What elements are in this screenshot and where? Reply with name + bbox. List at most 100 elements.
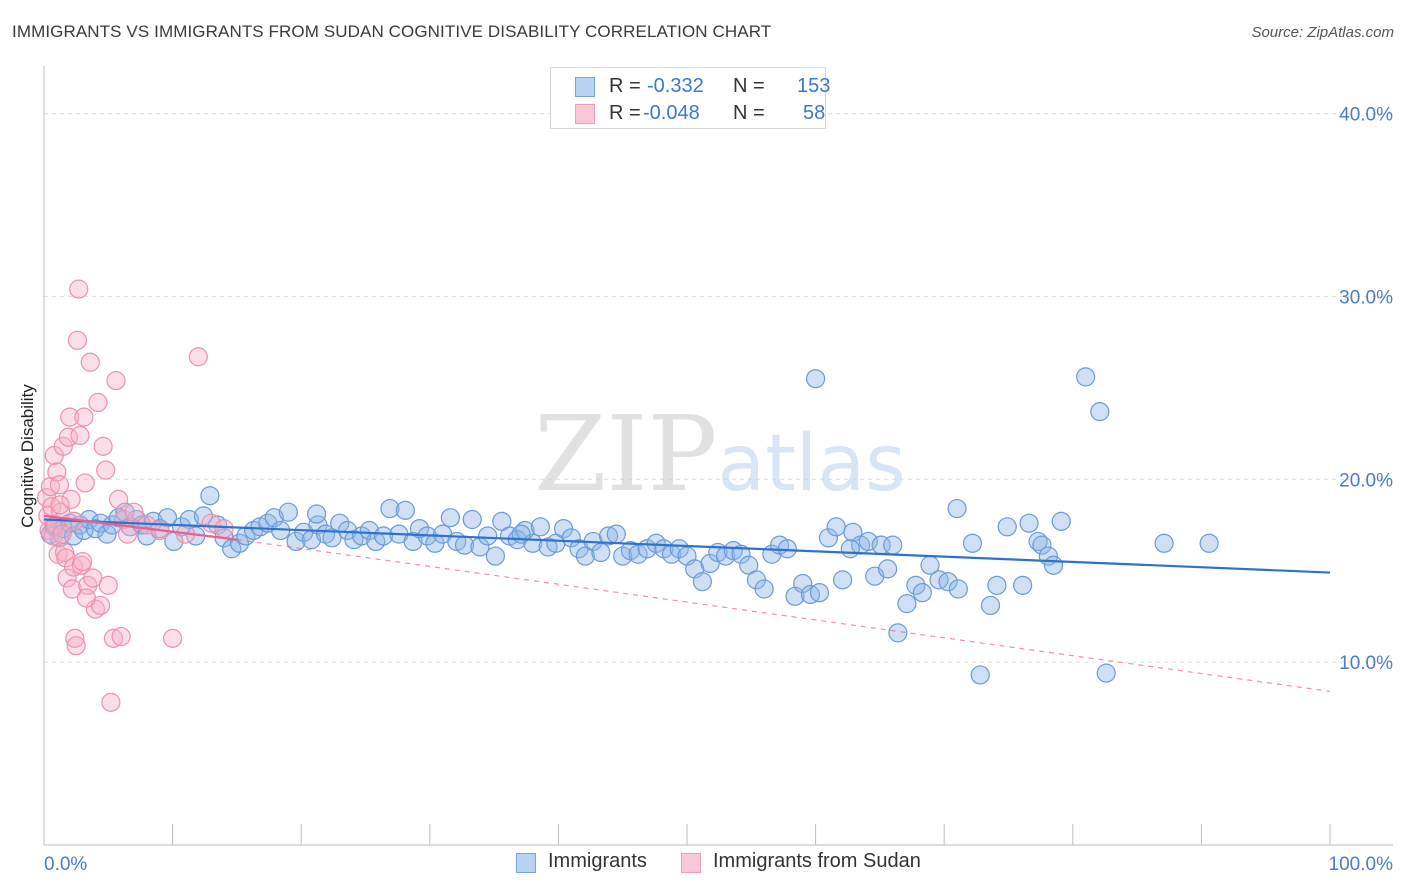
scatter-point [66, 636, 86, 656]
legend-n-value: 153 [797, 75, 831, 97]
scatter-point [53, 436, 73, 456]
scatter-point [65, 628, 85, 648]
scatter-point [833, 570, 853, 590]
scatter-point [731, 544, 751, 564]
scatter-point [754, 579, 774, 599]
scatter-point [373, 526, 394, 546]
scatter-point [76, 588, 97, 608]
scatter-point [50, 495, 70, 515]
legend: R = -0.332 N = 153 R = -0.048 N = 58 [550, 67, 830, 129]
scatter-point [883, 535, 903, 555]
trend-line-0 [43, 518, 1331, 574]
scatter-point [962, 533, 983, 553]
scatter-point [409, 519, 430, 539]
legend-swatch-immigrants [575, 77, 595, 97]
axes [43, 66, 1393, 846]
scatter-point [49, 475, 70, 495]
y-tick-labels: 10.0% 20.0% 30.0% 40.0% [1339, 105, 1393, 675]
scatter-point [818, 528, 839, 548]
scatter-point [111, 626, 131, 647]
scatter-point [980, 595, 1001, 616]
y-tick-label-10: 10.0% [1339, 653, 1393, 674]
scatter-point [598, 526, 619, 546]
scatter-point [98, 575, 118, 595]
scatter-point [63, 557, 84, 577]
watermark: ZIPatlas [534, 393, 906, 515]
scatter-point [101, 692, 121, 712]
scatter-point [777, 539, 797, 559]
scatter-point [80, 352, 100, 372]
scatter-point [1028, 531, 1048, 552]
source-label: Source: ZipAtlas.com [1251, 24, 1394, 41]
scatter-point [948, 579, 968, 599]
scatter-point [826, 517, 846, 537]
scatter-point [669, 539, 689, 559]
scatter-point [1199, 533, 1219, 553]
scatter-point [179, 509, 199, 530]
scatter-point [52, 524, 72, 544]
scatter-point [69, 279, 89, 299]
scatter-point [462, 509, 482, 530]
scatter-point [1043, 555, 1064, 575]
scatter-point [970, 665, 990, 685]
scatter-point [478, 526, 498, 546]
scatter-point [997, 517, 1017, 537]
scatter-point [938, 572, 958, 592]
scatter-point [74, 407, 94, 427]
scatter-point [809, 583, 830, 603]
scatter-point [1032, 535, 1052, 555]
legend-r-value: -0.048 [643, 102, 700, 124]
scatter-point [108, 489, 129, 509]
legend-r-label: R = [609, 102, 641, 124]
legend-n-label: N = [733, 102, 765, 124]
scatter-point [96, 460, 116, 480]
scatter-point [947, 498, 967, 519]
scatter-point [316, 524, 336, 544]
scatter-point [193, 506, 214, 526]
scatter-point [906, 575, 926, 595]
scatter-point [888, 623, 908, 643]
scatter-point [103, 628, 124, 648]
scatter-point [1051, 511, 1071, 531]
scatter-point [188, 347, 208, 367]
scatter-point [1013, 575, 1033, 595]
x-tick-label-min: 0.0% [44, 854, 87, 875]
y-tick-label-40: 40.0% [1339, 105, 1393, 126]
scatter-point [106, 370, 126, 391]
scatter-point [692, 572, 713, 592]
scatter-point [60, 407, 80, 427]
scatter-point [359, 520, 379, 541]
gridlines [44, 113, 1393, 663]
scatter-point [1076, 367, 1096, 387]
scatter-point [200, 486, 220, 506]
scatter-point [72, 551, 93, 572]
x-tick-label-max: 100.0% [1329, 854, 1394, 875]
bottom-legend-swatch-immigrants [516, 853, 536, 873]
scatter-point [1019, 513, 1039, 533]
scatter-point [124, 502, 144, 522]
scatter-point [530, 517, 550, 537]
legend-n-label: N = [733, 75, 765, 97]
scatter-point [61, 489, 81, 509]
scatter-point [440, 508, 460, 528]
scatter-point [628, 544, 648, 564]
trend-line-dashed-1 [236, 539, 1331, 692]
chart-title: IMMIGRANTS VS IMMIGRANTS FROM SUDAN COGN… [12, 22, 772, 41]
scatter-point [1154, 533, 1174, 553]
scatter-point [214, 519, 234, 539]
scatter-point [70, 425, 90, 445]
scatter-point [57, 568, 77, 588]
scatter-point [840, 539, 860, 559]
legend-r-value: -0.332 [647, 75, 704, 97]
y-tick-label-30: 30.0% [1339, 287, 1393, 308]
scatter-point [805, 369, 826, 389]
scatter-point [83, 568, 103, 588]
scatter-point [606, 524, 626, 544]
bottom-legend-label-immigrants: Immigrants [548, 850, 647, 872]
scatter-point [987, 575, 1007, 595]
scatter-point [912, 583, 932, 603]
scatter-point [700, 553, 720, 574]
scatter-point [67, 330, 88, 350]
bottom-legend-swatch-sudan [681, 853, 701, 873]
scatter-point [307, 504, 327, 524]
